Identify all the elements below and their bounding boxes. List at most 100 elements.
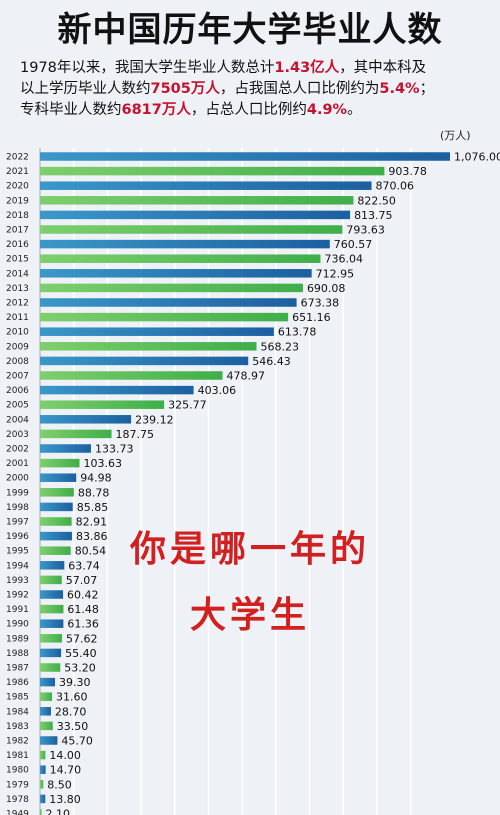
tick-label: 2019: [6, 196, 29, 206]
desc-text: ；: [419, 81, 435, 97]
tick-label: 2022: [6, 153, 29, 163]
data-label: 903.78: [388, 165, 427, 178]
bar: [40, 634, 62, 643]
description: 1978年以来，我国大学生毕业人数总计1.43亿人，其中本科及 以上学历毕业人数…: [20, 58, 490, 121]
data-label: 83.86: [76, 530, 108, 543]
page-title: 新中国历年大学毕业人数: [57, 10, 443, 50]
tick-label: 1981: [6, 751, 29, 761]
data-label: 94.98: [80, 472, 112, 485]
data-label: 673.38: [301, 297, 340, 310]
data-label: 14.70: [50, 764, 82, 777]
desc-text: ，占总人口比例约: [190, 102, 307, 118]
data-label: 813.75: [354, 209, 393, 222]
tick-label: 2008: [6, 357, 29, 367]
bar: [40, 707, 51, 716]
bar: [40, 575, 62, 585]
tick-label: 1984: [6, 707, 29, 717]
data-label: 712.95: [316, 267, 355, 280]
data-label: 651.16: [292, 311, 331, 324]
desc-highlight: 4.9%: [306, 102, 348, 118]
tick-label: 1991: [6, 605, 29, 615]
bar: [40, 254, 321, 263]
bar: [40, 473, 77, 482]
desc-highlight: 1.43亿人: [274, 60, 340, 76]
bar: [40, 648, 62, 658]
tick-label: 2011: [6, 313, 29, 323]
bar: [40, 663, 61, 672]
bar: [40, 327, 274, 336]
data-label: 13.80: [49, 793, 80, 806]
bar: [40, 444, 91, 453]
bar: [40, 750, 46, 760]
tick-label: 1979: [6, 780, 29, 790]
tick-label: 1985: [6, 693, 29, 703]
desc-text: 专科毕业人数约: [20, 102, 122, 118]
data-label: 103.63: [83, 457, 122, 470]
overlay-line-1: 你是哪一年的: [129, 529, 370, 570]
bar: [40, 517, 72, 526]
data-label: 55.40: [65, 647, 97, 660]
tick-label: 1992: [6, 591, 29, 601]
bar: [40, 385, 194, 395]
tick-label: 1982: [6, 737, 29, 747]
data-label: 187.75: [116, 428, 155, 441]
desc-highlight: 7505万人: [150, 81, 220, 97]
tick-label: 1999: [6, 488, 29, 498]
data-label: 239.12: [135, 413, 174, 426]
desc-text: 以上学历毕业人数约: [20, 81, 151, 97]
bar: [40, 342, 257, 351]
tick-label: 1983: [6, 722, 29, 732]
bar: [40, 794, 46, 804]
data-label: 61.48: [67, 603, 99, 616]
data-label: 88.78: [78, 486, 110, 499]
data-label: 61.36: [67, 618, 99, 631]
tick-label: 1987: [6, 664, 29, 674]
bar: [40, 561, 65, 570]
bar: [40, 415, 132, 424]
bar: [40, 196, 354, 205]
data-label: 28.70: [55, 705, 87, 718]
tick-label: 2010: [6, 328, 29, 338]
tick-label: 1997: [6, 518, 29, 528]
bar: [40, 298, 297, 307]
data-label: 1,076.00: [454, 151, 500, 164]
bar: [40, 619, 64, 628]
data-label: 85.85: [77, 501, 109, 514]
data-label: 478.97: [227, 370, 265, 383]
bar: [40, 604, 64, 614]
desc-text: ，其中本科及: [339, 60, 427, 76]
data-label: 14.00: [49, 749, 81, 762]
tick-label: 2021: [6, 167, 29, 177]
overlay-line-2: 大学生: [189, 595, 310, 636]
tick-label: 2020: [6, 182, 29, 192]
tick-label: 2002: [6, 445, 29, 455]
bar: [40, 590, 64, 599]
data-label: 39.30: [59, 676, 91, 689]
tick-label: 1995: [6, 547, 29, 557]
bar: [40, 721, 53, 731]
data-label: 690.08: [307, 282, 346, 295]
data-label: 8.50: [47, 778, 72, 791]
data-label: 736.04: [324, 253, 363, 266]
tick-label: 1993: [6, 576, 29, 586]
data-label: 793.63: [346, 224, 385, 237]
desc-line-1: 1978年以来，我国大学生毕业人数总计1.43亿人，其中本科及: [20, 58, 490, 79]
tick-label: 1996: [6, 532, 29, 542]
tick-label: 1989: [6, 634, 29, 644]
tick-label: 1988: [6, 649, 29, 659]
tick-label: 1990: [6, 620, 29, 630]
tick-label: 2013: [6, 284, 29, 294]
data-label: 82.91: [76, 516, 108, 529]
bar: [40, 736, 58, 745]
tick-label: 2009: [6, 342, 29, 352]
tick-label: 1986: [6, 678, 29, 688]
desc-line-2: 以上学历毕业人数约7505万人，占我国总人口比例约为5.4%；: [20, 79, 490, 100]
data-label: 63.74: [68, 559, 100, 572]
bar: [40, 371, 223, 380]
bar: [40, 488, 74, 497]
tick-label: 2015: [6, 255, 29, 265]
bar: [40, 166, 385, 176]
data-label: 80.54: [75, 545, 107, 558]
